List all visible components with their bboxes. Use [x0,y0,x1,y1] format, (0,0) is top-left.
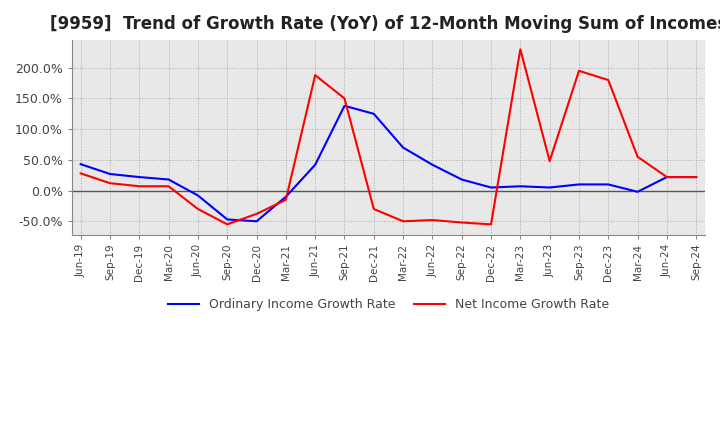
Net Income Growth Rate [340,96,348,101]
Net Income Growth Rate [604,77,613,83]
Ordinary Income Growth Rate [662,174,671,180]
Net Income Growth Rate [106,180,114,186]
Ordinary Income Growth Rate [340,103,348,109]
Ordinary Income Growth Rate [164,177,173,182]
Ordinary Income Growth Rate [604,182,613,187]
Ordinary Income Growth Rate [194,193,202,198]
Net Income Growth Rate [76,171,85,176]
Net Income Growth Rate [634,154,642,159]
Net Income Growth Rate [545,158,554,164]
Net Income Growth Rate [252,211,261,216]
Net Income Growth Rate [428,217,437,223]
Legend: Ordinary Income Growth Rate, Net Income Growth Rate: Ordinary Income Growth Rate, Net Income … [163,293,614,316]
Ordinary Income Growth Rate [516,183,525,189]
Net Income Growth Rate [575,68,583,73]
Ordinary Income Growth Rate [575,182,583,187]
Title: [9959]  Trend of Growth Rate (YoY) of 12-Month Moving Sum of Incomes: [9959] Trend of Growth Rate (YoY) of 12-… [50,15,720,33]
Ordinary Income Growth Rate [223,217,232,222]
Net Income Growth Rate [516,47,525,52]
Ordinary Income Growth Rate [428,162,437,167]
Net Income Growth Rate [399,219,408,224]
Net Income Growth Rate [457,220,466,225]
Net Income Growth Rate [662,174,671,180]
Ordinary Income Growth Rate [282,194,290,199]
Net Income Growth Rate [194,206,202,212]
Ordinary Income Growth Rate [106,171,114,176]
Ordinary Income Growth Rate [135,174,143,180]
Net Income Growth Rate [223,222,232,227]
Net Income Growth Rate [487,222,495,227]
Ordinary Income Growth Rate [545,185,554,190]
Ordinary Income Growth Rate [76,161,85,167]
Net Income Growth Rate [369,206,378,212]
Ordinary Income Growth Rate [252,219,261,224]
Line: Net Income Growth Rate: Net Income Growth Rate [81,49,696,224]
Ordinary Income Growth Rate [692,174,701,180]
Ordinary Income Growth Rate [634,189,642,194]
Net Income Growth Rate [692,174,701,180]
Ordinary Income Growth Rate [487,185,495,190]
Ordinary Income Growth Rate [369,111,378,117]
Net Income Growth Rate [135,183,143,189]
Ordinary Income Growth Rate [311,162,320,167]
Net Income Growth Rate [311,73,320,78]
Line: Ordinary Income Growth Rate: Ordinary Income Growth Rate [81,106,696,221]
Net Income Growth Rate [164,183,173,189]
Ordinary Income Growth Rate [399,145,408,150]
Ordinary Income Growth Rate [457,177,466,182]
Net Income Growth Rate [282,197,290,202]
